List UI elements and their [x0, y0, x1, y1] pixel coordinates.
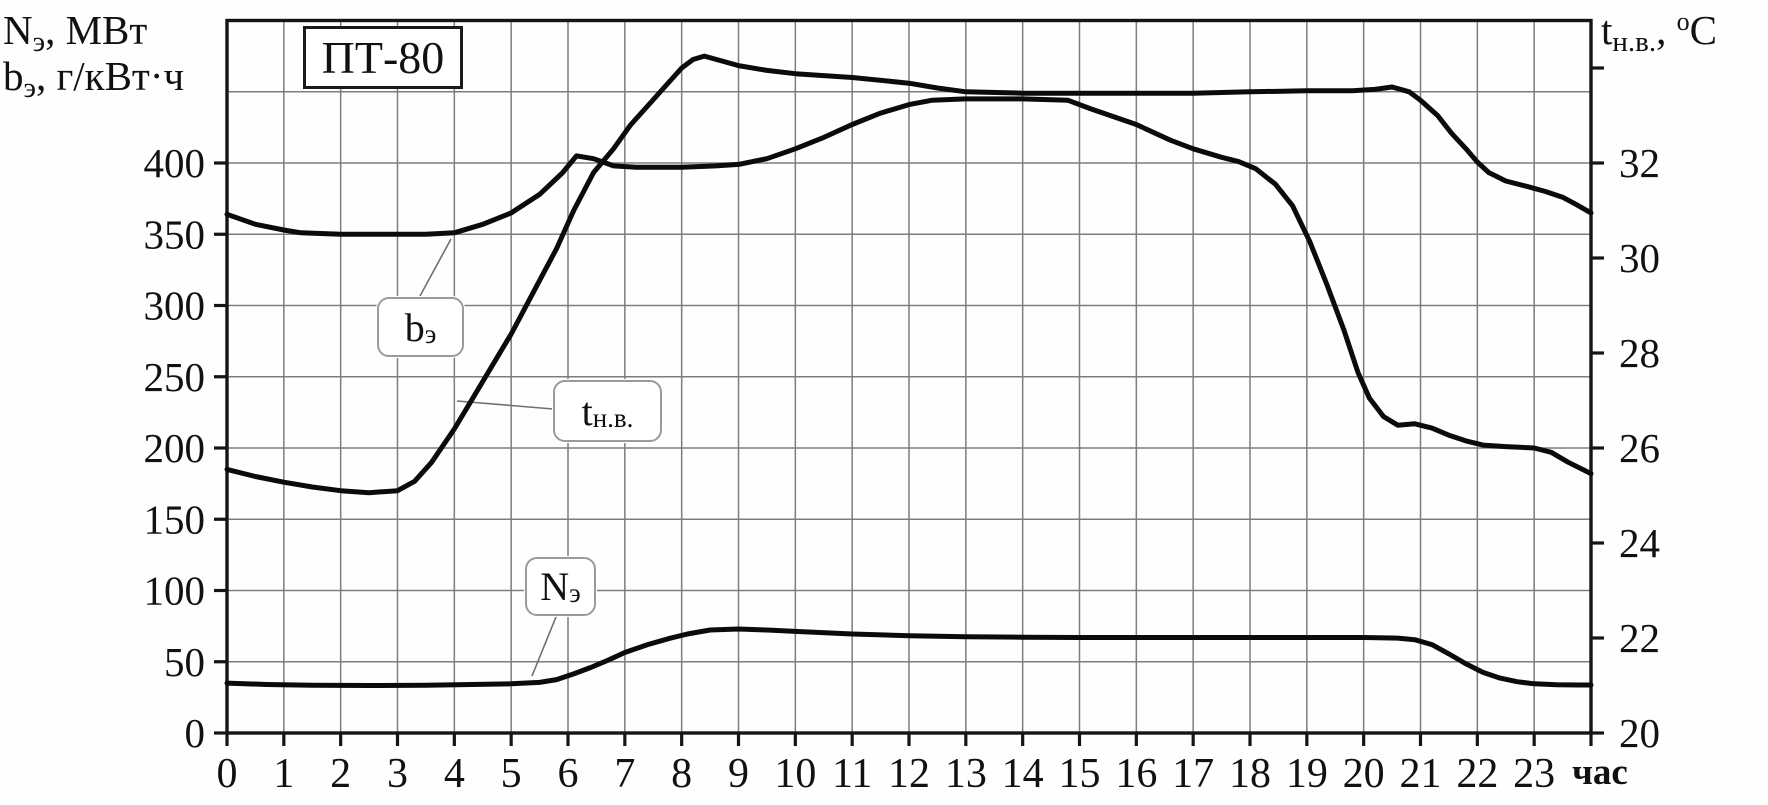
- turbine-title-box: ПТ-80: [303, 26, 463, 89]
- x-tick-label: 1: [273, 751, 294, 797]
- x-tick-label: 8: [671, 751, 692, 797]
- x-tick-label: 9: [728, 751, 749, 797]
- x-tick-label: 6: [558, 751, 579, 797]
- x-tick-label: 0: [217, 751, 238, 797]
- left-axis-tick-label: 150: [144, 496, 206, 542]
- x-tick-label: 4: [444, 751, 465, 797]
- left-axis-title-line2: bэ, г/кВт·ч: [3, 52, 185, 104]
- left-axis-tick-label: 50: [164, 639, 205, 685]
- x-tick-label: 19: [1286, 751, 1328, 797]
- right-axis-tick-label: 30: [1619, 235, 1660, 281]
- x-tick-label: 2: [330, 751, 351, 797]
- x-tick-label: 15: [1059, 751, 1101, 797]
- right-axis-tick-label: 22: [1619, 615, 1660, 661]
- callout-tnv: t н.в.: [553, 380, 662, 442]
- x-tick-label: 16: [1115, 751, 1157, 797]
- left-axis-title: Nэ, МВт bэ, г/кВт·ч: [3, 7, 185, 104]
- x-tick-label: 23: [1513, 751, 1555, 797]
- x-tick-label: 13: [945, 751, 987, 797]
- left-axis-tick-label: 400: [144, 140, 206, 186]
- left-axis-tick-label: 350: [144, 211, 206, 257]
- left-axis-tick-label: 100: [144, 568, 206, 614]
- left-axis-title-line1: Nэ, МВт: [3, 7, 148, 58]
- x-tick-label: 12: [888, 751, 930, 797]
- ne-leader-line: [531, 611, 559, 677]
- x-tick-label: 11: [832, 751, 872, 797]
- x-tick-label: 17: [1172, 751, 1214, 797]
- x-tick-label: 5: [501, 751, 522, 797]
- left-axis-tick-label: 250: [144, 354, 206, 400]
- be-leader-line: [419, 238, 452, 297]
- left-axis-tick-label: 200: [144, 425, 206, 471]
- right-axis-title: tн.в., oC: [1601, 7, 1717, 58]
- right-axis-tick-label: 32: [1619, 140, 1660, 186]
- left-axis-tick-label: 300: [144, 283, 206, 329]
- x-tick-label: 7: [614, 751, 635, 797]
- series-tnv-curve: [224, 53, 1594, 496]
- right-axis-tick-label: 24: [1619, 520, 1660, 566]
- series-be-curve: [224, 96, 1594, 477]
- right-axis-tick-label: 26: [1619, 425, 1660, 471]
- x-tick-label: 21: [1400, 751, 1442, 797]
- x-axis-unit-label: час: [1572, 752, 1628, 793]
- x-tick-label: 18: [1229, 751, 1271, 797]
- right-axis-tick-label: 28: [1619, 330, 1660, 376]
- x-tick-label: 20: [1343, 751, 1385, 797]
- x-tick-label: 10: [774, 751, 816, 797]
- x-tick-label: 22: [1456, 751, 1498, 797]
- left-axis-tick-label: 0: [185, 710, 206, 756]
- right-axis-tick-label: 20: [1619, 710, 1660, 756]
- x-tick-label: 14: [1002, 751, 1044, 797]
- series-ne-curve: [224, 626, 1594, 688]
- x-tick-label: 3: [387, 751, 408, 797]
